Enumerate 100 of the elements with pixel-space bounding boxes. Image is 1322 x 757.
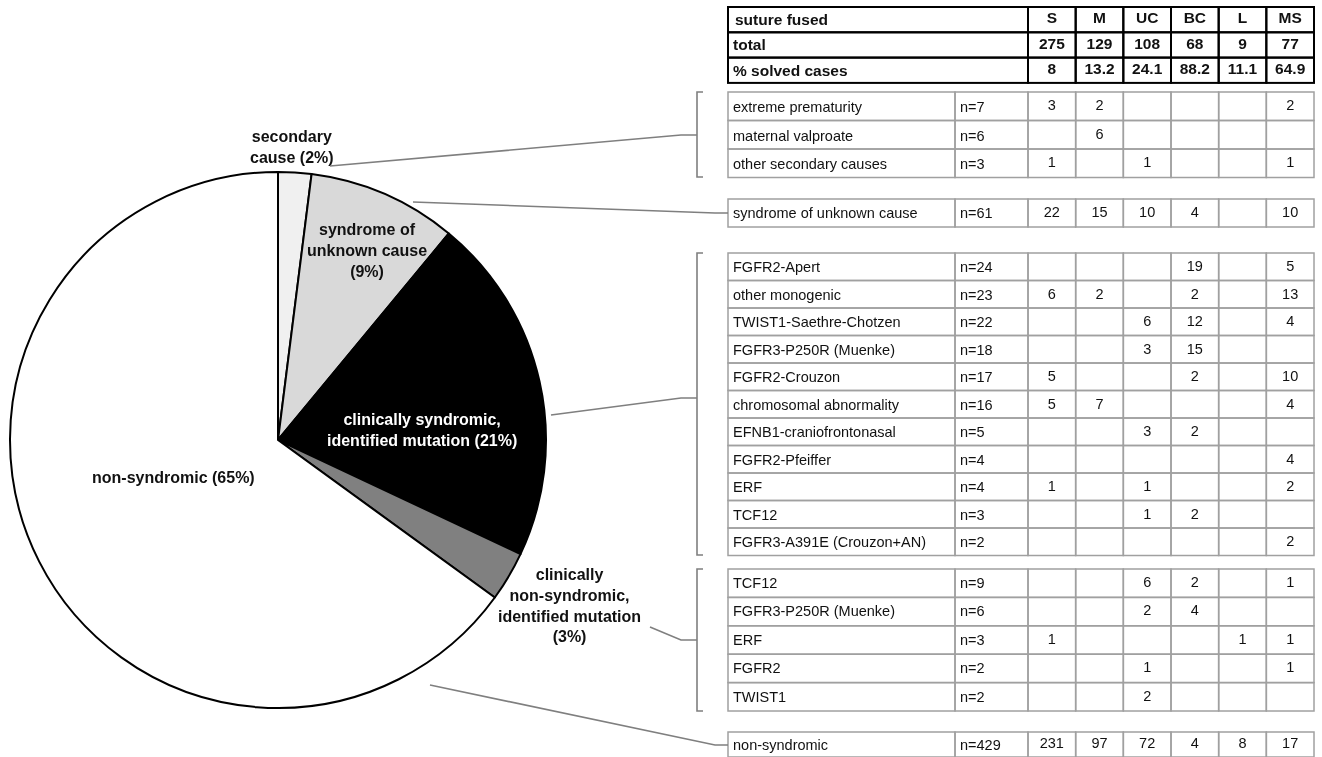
data-label: 2 — [1190, 285, 1199, 302]
text: ERF — [733, 479, 763, 496]
text: suture fused — [735, 11, 829, 28]
data-label: 13.2 — [1084, 60, 1115, 78]
data-label: 11.1 — [1227, 60, 1258, 78]
text: FGFR2-Crouzon — [733, 369, 841, 386]
data-label: 64.9 — [1275, 60, 1306, 78]
data-label: 3 — [1047, 97, 1056, 114]
data-label: 2 — [1190, 573, 1199, 590]
data-label: 1 — [1286, 154, 1295, 171]
slice-label: non-syndromic (65%) — [92, 469, 255, 486]
slice-label: clinically non-syndromic, identified mutation (3%) — [498, 566, 642, 646]
data-label: 12 — [1186, 312, 1203, 329]
text: chromosomal abnormality — [733, 396, 900, 413]
data-label: 275 — [1038, 34, 1066, 52]
data-label: 17 — [1282, 735, 1299, 752]
data-label: 5 — [1286, 257, 1295, 274]
data-label: 5 — [1047, 367, 1056, 384]
data-label: 4 — [1190, 735, 1199, 752]
text: ERF — [733, 631, 763, 648]
text: n=23 — [960, 286, 993, 303]
text: extreme prematurity — [733, 98, 863, 115]
text: n=6 — [960, 127, 985, 144]
category-label: S — [1046, 8, 1057, 26]
text: syndrome of unknown cause — [733, 205, 918, 222]
text: EFNB1-craniofrontonasal — [733, 424, 896, 441]
text: n=17 — [960, 369, 993, 386]
text: n=2 — [960, 660, 985, 677]
text: n=3 — [960, 631, 985, 648]
text: non-syndromic — [733, 736, 829, 753]
text: n=4 — [960, 479, 985, 496]
text: FGFR3-P250R (Muenke) — [733, 603, 895, 620]
text: n=9 — [960, 575, 985, 592]
data-label: 97 — [1091, 735, 1108, 752]
data-label: 6 — [1095, 125, 1104, 142]
text: n=7 — [960, 98, 985, 115]
data-label: 2 — [1095, 285, 1104, 302]
data-label: 108 — [1134, 34, 1161, 52]
text: TWIST1 — [733, 688, 787, 705]
data-label: 1 — [1143, 477, 1152, 494]
data-label: 2 — [1190, 422, 1199, 439]
text: n=4 — [960, 451, 985, 468]
data-label: 15 — [1186, 340, 1203, 357]
text: FGFR2-Pfeiffer — [733, 451, 832, 468]
data-label: 1 — [1047, 154, 1056, 171]
data-label: 2 — [1286, 477, 1295, 494]
data-label: 1 — [1238, 630, 1247, 647]
text: n=5 — [960, 424, 985, 441]
text: FGFR3-A391E (Crouzon+AN) — [733, 534, 926, 551]
data-label: 4 — [1190, 203, 1199, 220]
data-label: 4 — [1286, 450, 1295, 467]
text: TCF12 — [733, 506, 778, 523]
data-label: 4 — [1286, 312, 1295, 329]
data-label: 2 — [1143, 687, 1152, 704]
data-label: 2 — [1286, 97, 1295, 114]
slice-label: syndrome of unknown cause (9%) — [307, 221, 428, 280]
category-label: MS — [1278, 8, 1302, 26]
data-label: 9 — [1238, 34, 1248, 52]
data-label: 3 — [1143, 340, 1152, 357]
data-label: 2 — [1190, 505, 1199, 522]
data-label: 1 — [1143, 154, 1152, 171]
data-label: 10 — [1139, 203, 1156, 220]
data-label: 1 — [1143, 658, 1152, 675]
data-label: 2 — [1190, 367, 1199, 384]
data-label: 3 — [1143, 422, 1152, 439]
data-label: 1 — [1286, 573, 1295, 590]
data-label: 129 — [1086, 34, 1113, 52]
text: n=18 — [960, 341, 993, 358]
category-label: M — [1093, 8, 1106, 26]
data-label: 19 — [1186, 257, 1203, 274]
data-label: 1 — [1047, 477, 1056, 494]
data-label: 2 — [1095, 97, 1104, 114]
data-label: 77 — [1281, 34, 1299, 52]
text: n=2 — [960, 688, 985, 705]
text: other monogenic — [733, 286, 842, 303]
category-label: L — [1237, 8, 1248, 26]
text: total — [733, 36, 766, 54]
text: maternal valproate — [733, 127, 854, 144]
data-label: 8 — [1238, 735, 1247, 752]
data-label: 22 — [1043, 203, 1060, 220]
text: n=3 — [960, 506, 985, 523]
data-label: 2 — [1286, 532, 1295, 549]
data-label: 6 — [1143, 312, 1152, 329]
data-label: 231 — [1039, 735, 1064, 752]
text: n=24 — [960, 259, 993, 276]
data-label: 8 — [1047, 60, 1057, 78]
data-label: 1 — [1286, 658, 1295, 675]
data-label: 5 — [1047, 395, 1056, 412]
data-label: 4 — [1190, 602, 1199, 619]
text: FGFR2 — [733, 660, 781, 677]
text: TCF12 — [733, 575, 778, 592]
data-label: 72 — [1139, 735, 1156, 752]
slice-label: clinically syndromic, identified mutation (21%) — [327, 411, 518, 449]
text: FGFR3-P250R (Muenke) — [733, 341, 895, 358]
category-label: BC — [1183, 8, 1207, 26]
data-label: 1 — [1143, 505, 1152, 522]
data-label: 6 — [1047, 285, 1056, 302]
data-label: 13 — [1282, 285, 1299, 302]
data-label: 10 — [1282, 367, 1299, 384]
data-label: 4 — [1286, 395, 1295, 412]
